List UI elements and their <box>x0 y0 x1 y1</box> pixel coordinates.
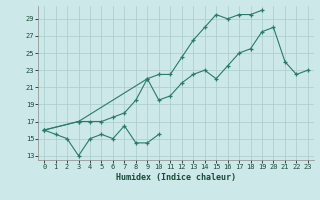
X-axis label: Humidex (Indice chaleur): Humidex (Indice chaleur) <box>116 173 236 182</box>
